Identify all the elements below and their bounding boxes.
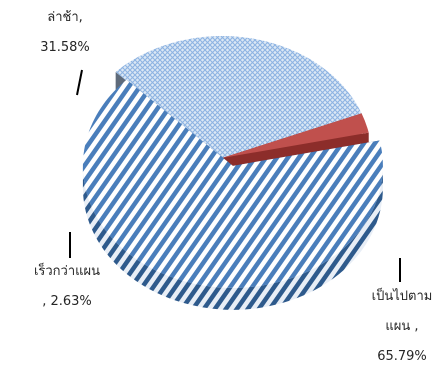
pie-slice-top-เป็นไปตามแผน (82, 79, 383, 288)
data-label-late: ล่าช้า, 31.58% (20, 3, 110, 63)
pie-slice-top-เร็วกว่าแผน (222, 113, 369, 158)
data-label-late-name: ล่าช้า, (47, 10, 83, 25)
pie-slice-side-เป็นไปตามแผน (82, 165, 383, 310)
pie-slice-top-ล่าช้า (115, 35, 362, 159)
data-label-early: เร็วกว่าแผน , 2.63% (2, 257, 132, 317)
pie-slice-เป็นไปตามแผน (82, 79, 383, 310)
data-label-early-value: , 2.63% (42, 294, 92, 309)
data-label-ontime-name-2: แผน , (385, 319, 419, 334)
data-label-ontime: เป็นไปตาม แผน , 65.79% (358, 282, 446, 372)
data-label-early-name: เร็วกว่าแผน (33, 264, 101, 279)
data-label-ontime-value: 65.79% (377, 349, 427, 364)
leader-line-late (76, 69, 83, 96)
data-label-ontime-name-1: เป็นไปตาม (371, 289, 433, 304)
data-label-late-value: 31.58% (40, 40, 90, 55)
